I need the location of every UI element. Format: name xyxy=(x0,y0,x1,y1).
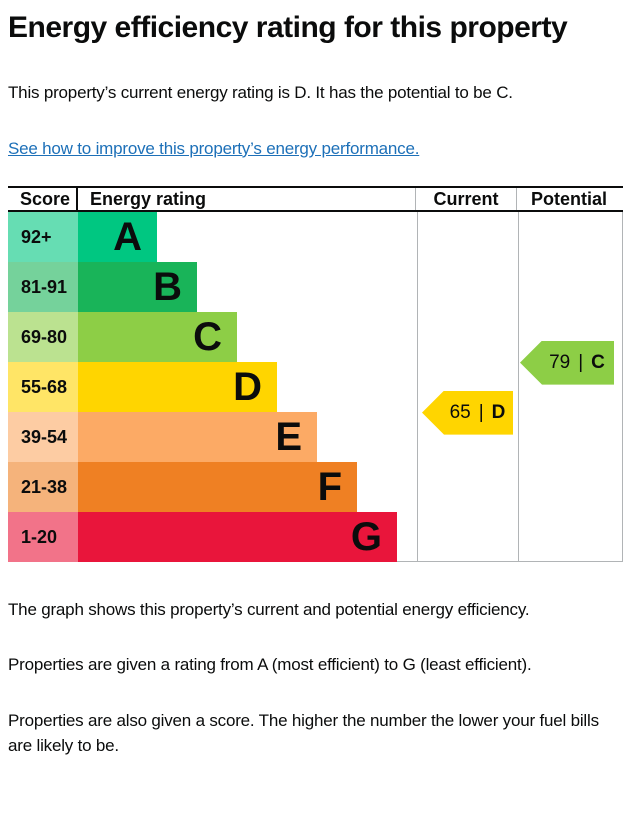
potential-band-letter: C xyxy=(591,351,605,373)
current-score: 65 xyxy=(449,401,471,423)
band-letter: G xyxy=(350,514,382,559)
improve-performance-link[interactable]: See how to improve this property’s energ… xyxy=(8,138,420,158)
column-divider-current xyxy=(417,211,418,561)
arrow-separator: | xyxy=(578,351,584,373)
score-cell: 21-38 xyxy=(8,461,78,512)
epc-chart-header: Score Energy rating Current Potential xyxy=(8,185,623,212)
band-bar: E xyxy=(78,411,317,462)
epc-chart-body: 92+ A 81-91 B 69-80 C 55-68 D 39-54 E 21… xyxy=(8,211,623,562)
score-cell: 1-20 xyxy=(8,511,78,562)
band-row-b: 81-91 B xyxy=(8,261,623,312)
band-bar: D xyxy=(78,361,277,412)
band-row-d: 55-68 D xyxy=(8,361,623,412)
arrow-separator: | xyxy=(478,401,484,423)
band-letter: D xyxy=(233,364,262,409)
band-letter: C xyxy=(193,314,222,359)
score-cell: 55-68 xyxy=(8,361,78,412)
footer-text-score: Properties are also given a score. The h… xyxy=(8,710,599,755)
column-divider-right-edge xyxy=(622,211,623,561)
page-title: Energy efficiency rating for this proper… xyxy=(8,11,568,44)
band-row-e: 39-54 E xyxy=(8,411,623,462)
band-row-g: 1-20 G xyxy=(8,511,623,562)
band-bar: F xyxy=(78,461,357,512)
header-score: Score xyxy=(8,187,78,210)
current-band-letter: D xyxy=(491,401,506,423)
band-bar: G xyxy=(78,511,397,562)
epc-page: Energy efficiency rating for this proper… xyxy=(8,11,623,755)
footer-text-graph: The graph shows this property’s current … xyxy=(8,599,530,619)
intro-text: This property’s current energy rating is… xyxy=(8,83,513,102)
potential-rating-arrow: 79 | C xyxy=(520,340,614,385)
score-cell: 92+ xyxy=(8,211,78,262)
score-cell: 39-54 xyxy=(8,411,78,462)
band-letter: B xyxy=(153,264,182,309)
column-divider-potential xyxy=(518,211,519,561)
score-cell: 69-80 xyxy=(8,311,78,362)
band-letter: A xyxy=(113,214,142,259)
band-row-c: 69-80 C xyxy=(8,311,623,362)
current-rating-arrow: 65 | D xyxy=(422,390,513,435)
header-potential: Potential xyxy=(516,187,621,210)
band-row-a: 92+ A xyxy=(8,211,623,262)
band-bar: A xyxy=(78,211,157,262)
header-energy-rating: Energy rating xyxy=(90,188,207,209)
epc-rating-chart: Score Energy rating Current Potential 92… xyxy=(8,185,623,562)
header-current: Current xyxy=(415,187,516,210)
band-row-f: 21-38 F xyxy=(8,461,623,512)
band-letter: F xyxy=(317,464,342,509)
band-letter: E xyxy=(275,414,302,459)
band-bar: B xyxy=(78,261,197,312)
band-bar: C xyxy=(78,311,237,362)
score-cell: 81-91 xyxy=(8,261,78,312)
potential-score: 79 xyxy=(549,351,571,373)
footer-text-rating: Properties are given a rating from A (mo… xyxy=(8,655,532,675)
